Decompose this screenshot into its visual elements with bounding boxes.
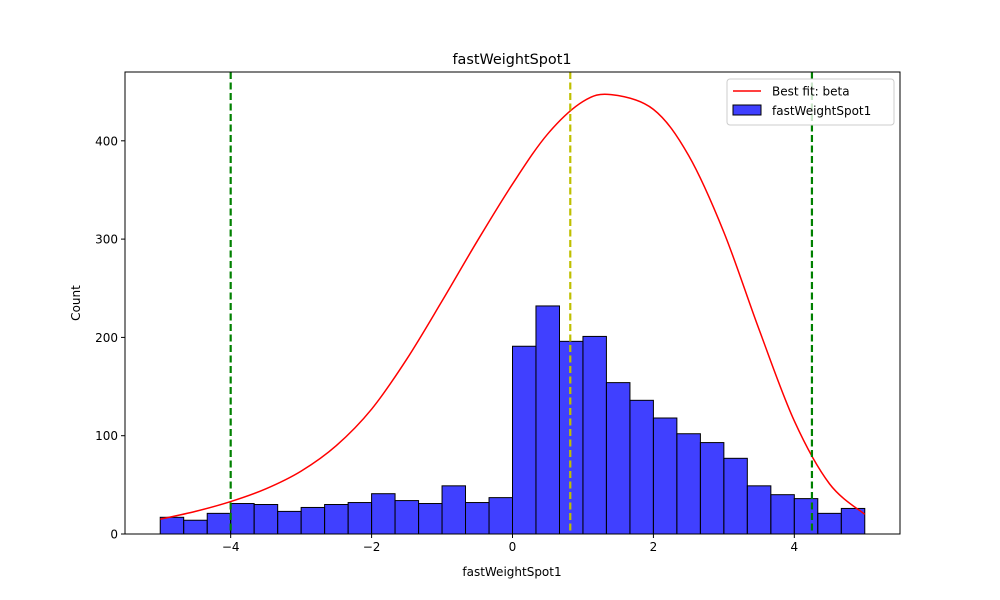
x-tick-label: −4 — [222, 540, 240, 554]
y-tick-label: 0 — [110, 528, 118, 542]
histogram-bar — [723, 457, 748, 535]
legend-histogram-label: fastWeightSpot1 — [772, 104, 871, 118]
histogram-bar — [418, 503, 443, 535]
x-tick-label: 4 — [790, 540, 798, 554]
histogram-bar — [676, 433, 701, 535]
x-axis-ticks: −4 −2 0 2 4 — [222, 534, 798, 554]
histogram-bar — [300, 506, 326, 535]
histogram-bar — [324, 504, 349, 535]
x-axis-label: fastWeightSpot1 — [462, 565, 561, 579]
x-tick-label: −2 — [363, 540, 381, 554]
x-tick-label: 0 — [509, 540, 517, 554]
histogram-bar — [605, 382, 631, 535]
best-fit-curve — [160, 93, 866, 520]
histogram-bar — [183, 519, 208, 535]
histogram-bar — [535, 305, 560, 535]
histogram-bar — [371, 493, 396, 535]
histogram-bar — [159, 516, 185, 535]
histogram-bar — [206, 512, 232, 535]
histogram-bar — [746, 485, 772, 535]
histogram-bar — [441, 485, 467, 535]
legend-histogram-swatch — [732, 104, 762, 116]
y-axis-label: Count — [69, 285, 83, 321]
histogram-bar — [699, 442, 725, 535]
y-tick-label: 300 — [95, 233, 118, 247]
x-tick-label: 2 — [650, 540, 658, 554]
histogram-bar — [629, 399, 654, 535]
histogram-bar — [253, 504, 279, 535]
histogram-bar — [817, 512, 842, 535]
histogram-bar — [394, 500, 420, 535]
chart-title: fastWeightSpot1 — [452, 52, 571, 68]
reference-lines — [229, 72, 814, 534]
legend-fit-label: Best fit: beta — [772, 85, 850, 99]
legend: Best fit: beta fastWeightSpot1 — [726, 78, 895, 126]
histogram-bar — [512, 345, 537, 535]
legend-frame — [726, 78, 895, 126]
histogram-bar — [770, 494, 795, 535]
histogram-bar — [652, 417, 678, 535]
histogram-bar — [347, 502, 373, 535]
y-tick-label: 400 — [95, 134, 118, 148]
histogram-bar — [277, 510, 302, 535]
fit-curve-layer — [160, 93, 866, 520]
y-axis-ticks: 0 100 200 300 400 — [95, 134, 125, 542]
y-tick-label: 200 — [95, 331, 118, 345]
histogram-bar — [230, 503, 255, 535]
y-tick-label: 100 — [95, 429, 118, 443]
histogram-bar — [793, 498, 819, 535]
histogram-bar — [582, 335, 607, 535]
histogram-bar — [465, 502, 490, 535]
histogram-bar — [488, 497, 513, 535]
histogram-bars — [159, 305, 866, 535]
